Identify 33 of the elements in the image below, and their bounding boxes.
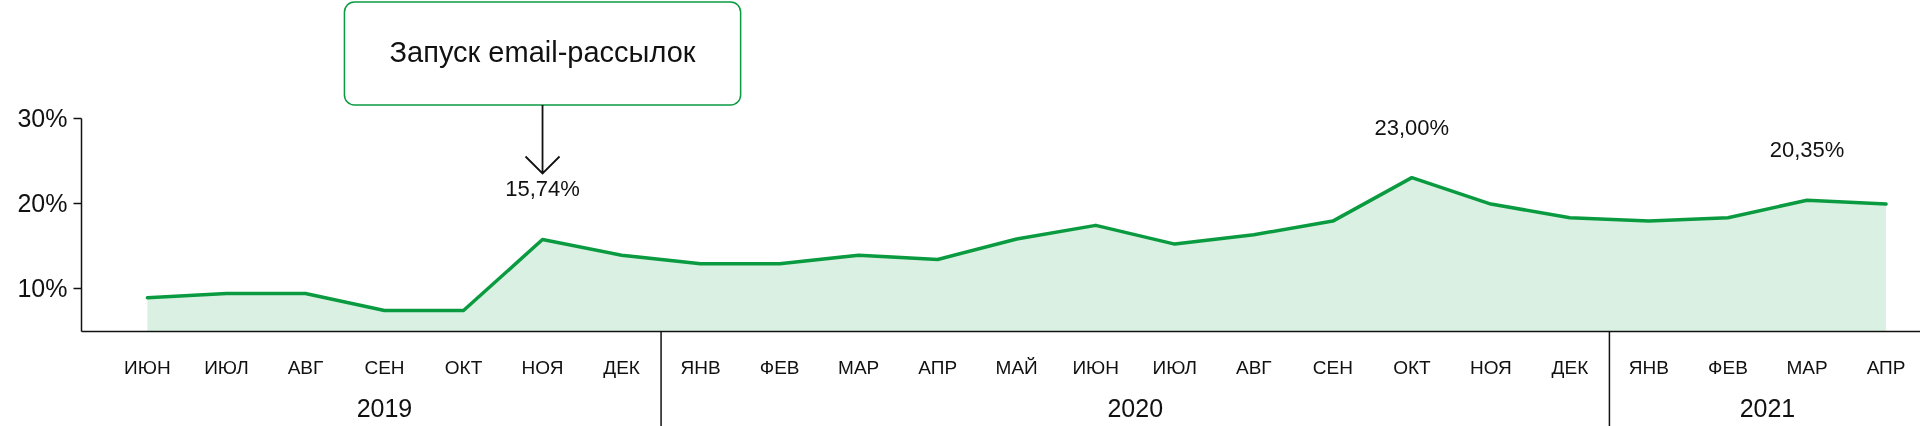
y-tick-label: 30%	[17, 103, 68, 132]
x-tick-label: ИЮН	[1072, 357, 1120, 378]
x-tick-label: СЕН	[1312, 357, 1353, 378]
data-label: 23,00%	[1374, 114, 1450, 140]
x-tick-label: АПР	[918, 357, 958, 378]
data-label: 20,35%	[1769, 137, 1845, 163]
y-tick-label: 10%	[17, 273, 68, 302]
x-tick-label: ДЕК	[1551, 357, 1589, 378]
x-tick-label: МАЙ	[995, 357, 1038, 378]
x-tick-label: АВГ	[287, 357, 324, 378]
x-tick-label: ФЕВ	[759, 357, 800, 378]
x-tick-label: ЯНВ	[1628, 357, 1669, 378]
data-label: 15,74%	[505, 176, 580, 202]
x-tick-label: ИЮН	[124, 357, 171, 378]
x-tick-label: ЯНВ	[680, 357, 721, 378]
x-tick-label: МАР	[1786, 357, 1828, 378]
y-tick-label: 20%	[17, 188, 68, 217]
x-tick-label: МАР	[838, 357, 880, 378]
x-tick-label: ОКТ	[1393, 357, 1431, 378]
x-tick-label: ИЮЛ	[204, 357, 249, 378]
x-tick-label: АПР	[1866, 357, 1906, 378]
text: 2019	[356, 394, 413, 422]
text: 2020	[1107, 394, 1164, 422]
x-tick-label: НОЯ	[521, 357, 564, 378]
x-tick-label: АВГ	[1235, 357, 1272, 378]
x-tick-label: ОКТ	[444, 357, 483, 378]
x-tick-label: ФЕВ	[1708, 357, 1748, 378]
x-tick-label: СЕН	[364, 357, 405, 378]
text: Запуск email-рассылок	[389, 36, 696, 68]
text: 2021	[1739, 394, 1796, 422]
x-tick-label: НОЯ	[1469, 357, 1512, 378]
x-tick-label: ИЮЛ	[1152, 357, 1197, 378]
x-tick-label: ДЕК	[603, 357, 640, 378]
